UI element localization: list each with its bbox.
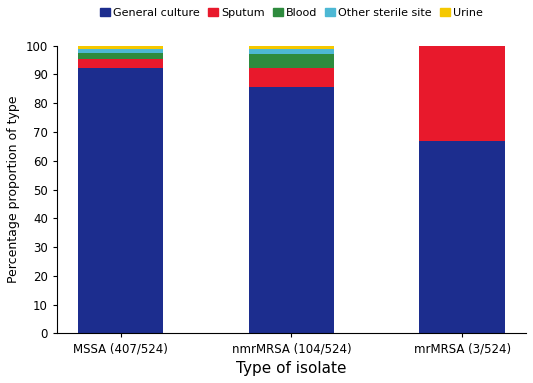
Bar xyxy=(249,46,334,49)
Bar xyxy=(249,87,334,334)
Bar xyxy=(419,46,505,141)
Bar xyxy=(419,141,505,334)
Bar xyxy=(78,53,164,59)
Bar xyxy=(249,68,334,87)
Bar xyxy=(249,49,334,54)
Bar xyxy=(78,49,164,53)
Y-axis label: Percentage proportion of type: Percentage proportion of type xyxy=(7,96,20,283)
Bar xyxy=(78,68,164,334)
Bar xyxy=(78,59,164,68)
X-axis label: Type of isolate: Type of isolate xyxy=(236,361,346,376)
Bar xyxy=(249,54,334,68)
Legend: General culture, Sputum, Blood, Other sterile site, Urine: General culture, Sputum, Blood, Other st… xyxy=(100,8,483,18)
Bar xyxy=(78,46,164,49)
